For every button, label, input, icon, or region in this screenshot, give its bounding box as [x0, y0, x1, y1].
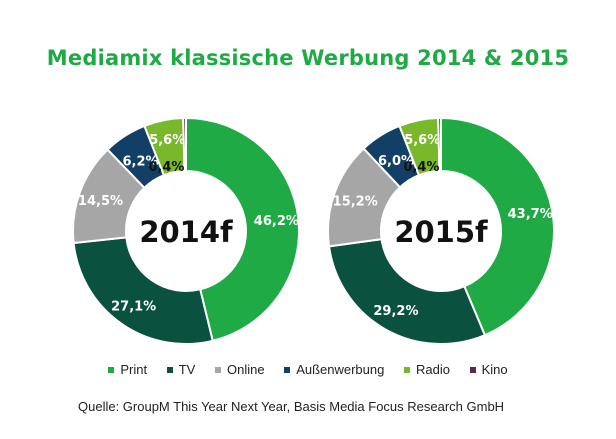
legend-item-radio: Radio [403, 362, 450, 377]
legend-label-online: Online [226, 362, 265, 377]
slice-2015f-print [440, 116, 555, 337]
data-label-2014f-radio: 5,6% [149, 133, 185, 148]
legend-swatch-radio [403, 366, 410, 373]
data-label-2015f-radio: 5,6% [404, 133, 440, 148]
legend-item-online: Online [214, 362, 265, 377]
data-label-2014f-aussenwerbung: 6,2% [123, 154, 159, 169]
legend-swatch-tv [166, 366, 173, 373]
slice-2015f-kino [437, 116, 442, 173]
legend-item-aussenwerbung: Außenwerbung [284, 362, 384, 377]
slice-2014f-tv [72, 236, 214, 345]
data-label-2014f-print: 46,2% [254, 214, 299, 229]
legend-item-print: Print [108, 362, 147, 377]
legend-label-radio: Radio [415, 362, 450, 377]
legend-label-aussenwerbung: Außenwerbung [296, 362, 385, 377]
data-label-2015f-online: 15,2% [333, 195, 378, 210]
legend-swatch-aussenwerbung [284, 366, 291, 373]
slice-2015f-tv [327, 238, 487, 345]
legend-label-kino: Kino [481, 362, 508, 377]
center-label-2015f: 2015f [394, 215, 488, 249]
data-label-2014f-online: 14,5% [78, 194, 123, 209]
source-note: Quelle: GroupM This Year Next Year, Basi… [78, 399, 505, 414]
data-label-2015f-aussenwerbung: 6,0% [378, 154, 414, 169]
donut-2015f: 43,7% 29,2% 15,2% 6,0% 5,6% 0,4% 2015f [327, 116, 555, 345]
center-label-2014f: 2014f [139, 215, 233, 249]
data-label-2015f-print: 43,7% [508, 207, 553, 222]
data-label-2014f-kino: 0,4% [148, 160, 184, 175]
legend-item-kino: Kino [469, 362, 508, 377]
legend-swatch-print [108, 366, 115, 373]
data-label-2014f-tv: 27,1% [111, 299, 156, 314]
legend-swatch-kino [469, 366, 476, 373]
slice-2014f-print [185, 116, 300, 343]
data-label-2015f-kino: 0,4% [403, 160, 439, 175]
donut-2014f: 46,2% 27,1% 14,5% 6,2% 5,6% 0,4% 2014f [72, 116, 300, 345]
legend-item-tv: TV [166, 362, 196, 377]
data-label-2015f-tv: 29,2% [373, 304, 418, 319]
legend: Print TV Online Außenwerbung Radio Kino [0, 362, 616, 377]
legend-label-tv: TV [178, 362, 196, 377]
chart-title: Mediamix klassische Werbung 2014 & 2015 [46, 46, 570, 70]
slice-2014f-kino [182, 116, 187, 173]
legend-swatch-online [214, 366, 221, 373]
donut-charts: 46,2% 27,1% 14,5% 6,2% 5,6% 0,4% 2014f 43,7% 29,… [72, 116, 555, 345]
legend-label-print: Print [120, 362, 148, 377]
